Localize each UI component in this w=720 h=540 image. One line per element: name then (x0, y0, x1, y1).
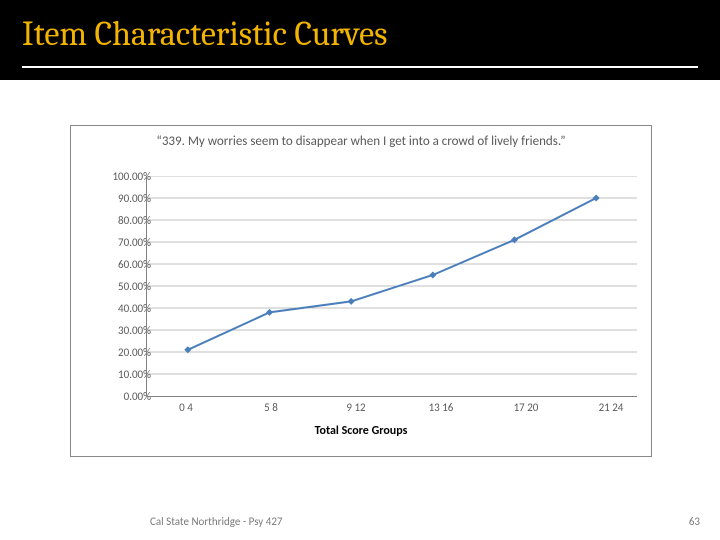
xtick-5: 21 24 (581, 401, 641, 414)
ytick-8: 80.00% (86, 214, 151, 227)
ytick-9: 90.00% (86, 192, 151, 205)
title-bar: Item Characteristic Curves (0, 0, 720, 80)
gridlines (147, 176, 637, 374)
slide-number: 63 (689, 515, 700, 528)
plot-area (146, 176, 637, 397)
ytick-3: 30.00% (86, 324, 151, 337)
xtick-2: 9 12 (326, 401, 386, 414)
chart-svg (147, 176, 637, 396)
chart-container: “339. My worries seem to disappear when … (70, 125, 652, 457)
xtick-4: 17 20 (496, 401, 556, 414)
ytick-4: 40.00% (86, 302, 151, 315)
footer-source: Cal State Northridge - Psy 427 (150, 515, 283, 528)
chart-title: “339. My worries seem to disappear when … (71, 134, 651, 149)
x-axis-label: Total Score Groups (71, 424, 651, 438)
xtick-0: 0 4 (156, 401, 216, 414)
ytick-0: 0.00% (86, 390, 151, 403)
xtick-3: 13 16 (411, 401, 471, 414)
series-markers (184, 194, 599, 353)
ytick-7: 70.00% (86, 236, 151, 249)
ytick-10: 100.00% (86, 170, 151, 183)
ytick-2: 20.00% (86, 346, 151, 359)
xtick-1: 5 8 (241, 401, 301, 414)
series-line (188, 198, 596, 350)
slide-title: Item Characteristic Curves (22, 14, 387, 54)
ytick-1: 10.00% (86, 368, 151, 381)
slide: Item Characteristic Curves “339. My worr… (0, 0, 720, 540)
ytick-5: 50.00% (86, 280, 151, 293)
title-divider (22, 66, 698, 68)
ytick-6: 60.00% (86, 258, 151, 271)
